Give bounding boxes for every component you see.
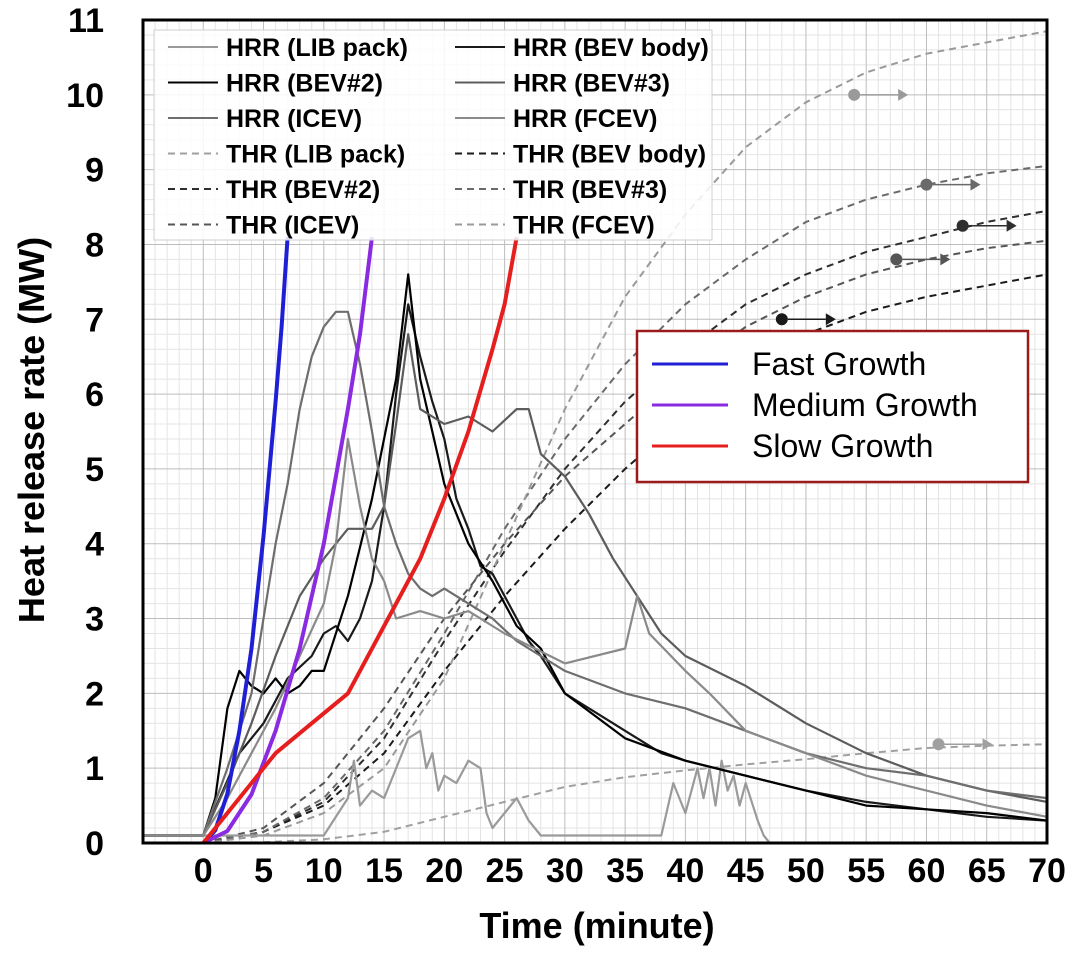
y-tick-label: 6 (85, 376, 104, 414)
x-tick-label: 20 (425, 852, 463, 890)
x-tick-label: 5 (254, 852, 273, 890)
y-tick-label: 3 (85, 601, 104, 639)
y-tick-label: 11 (68, 2, 104, 40)
thr-marker-thr-lib-pack (932, 738, 945, 751)
arrow-head-thr-bev-3 (970, 178, 981, 191)
plot-frame (141, 18, 1049, 845)
legend-label-hrr-icev: HRR (ICEV) (226, 105, 362, 133)
series-legend: HRR (LIB pack) HRR (BEV body) HRR (BEV#2) H… (153, 29, 713, 241)
thr-series-group (143, 30, 1048, 844)
y-tick-label: 1 (85, 750, 104, 788)
x-tick-label: 65 (968, 852, 1006, 890)
legend-label-hrr-bev-2: HRR (BEV#2) (226, 70, 383, 98)
legend-label-thr-lib-pack: THR (LIB pack) (226, 141, 405, 169)
x-axis-label: Time (minute) (479, 905, 714, 946)
arrow-head-thr-bev-2 (1006, 219, 1017, 232)
arrow-head-thr-lib-pack (982, 738, 993, 751)
growth-legend-label-slow-growth: Slow Growth (752, 428, 933, 464)
x-tick-label: 45 (727, 852, 765, 890)
x-tick-label: 30 (546, 852, 584, 890)
arrow-head-thr-fcev (898, 88, 909, 101)
y-axis-label: Heat release rate (MW) (11, 237, 52, 623)
legend-label-thr-fcev: THR (FCEV) (513, 212, 655, 240)
y-tick-label: 5 (85, 451, 104, 489)
legend-box (153, 29, 713, 241)
series-line-thr-icev (143, 239, 1048, 844)
y-tick-label: 0 (85, 825, 104, 863)
series-line-hrr-lib-pack (143, 729, 1047, 845)
series-line-thr-bev-body (143, 273, 1048, 844)
y-tick-label: 7 (85, 301, 104, 339)
legend-label-thr-bev-body: THR (BEV body) (513, 141, 706, 169)
series-line-hrr-icev (143, 310, 1048, 837)
series-line-thr-fcev (143, 30, 1048, 844)
legend-label-hrr-fcev: HRR (FCEV) (513, 105, 657, 133)
legend-label-hrr-bev-3: HRR (BEV#3) (513, 70, 670, 98)
series-line-thr-lib-pack (143, 743, 1048, 844)
legend-label-thr-bev-2: THR (BEV#2) (226, 176, 380, 204)
x-tick-labels: 0 5 10 15 20 25 30 35 40 45 50 55 60 65 70 (194, 852, 1066, 890)
thr-marker-group (775, 88, 1017, 751)
y-tick-label: 10 (66, 77, 104, 115)
y-tick-label: 2 (85, 675, 104, 713)
thr-marker-thr-fcev (848, 88, 861, 101)
x-tick-label: 25 (486, 852, 524, 890)
growth-curve-group (201, 236, 519, 845)
series-line-thr-bev-3 (143, 164, 1048, 844)
growth-legend: Fast Growth Medium Growth Slow Growth (635, 329, 1030, 484)
series-line-thr-bev-2 (143, 209, 1048, 844)
y-tick-label: 8 (85, 226, 104, 264)
x-tick-label: 0 (194, 852, 213, 890)
growth-legend-label-fast-growth: Fast Growth (752, 346, 926, 382)
series-line-hrr-bev-3 (143, 333, 1048, 837)
arrow-head-thr-bev-body (825, 313, 836, 326)
x-tick-label: 70 (1028, 852, 1066, 890)
x-tick-label: 35 (606, 852, 644, 890)
growth-line-slow-growth (201, 236, 519, 845)
legend-label-hrr-bev-body: HRR (BEV body) (513, 34, 709, 62)
y-tick-label: 4 (85, 526, 104, 564)
x-tick-label: 55 (847, 852, 885, 890)
x-tick-label: 60 (908, 852, 946, 890)
x-tick-label: 50 (787, 852, 825, 890)
growth-legend-label-medium-growth: Medium Growth (752, 387, 978, 423)
y-tick-labels: 0 1 2 3 4 5 6 7 8 9 10 11 (66, 2, 104, 863)
thr-marker-thr-icev (890, 253, 903, 266)
legend-label-thr-icev: THR (ICEV) (226, 212, 359, 240)
legend-label-hrr-lib-pack: HRR (LIB pack) (226, 34, 408, 62)
thr-marker-thr-bev-2 (956, 219, 969, 232)
x-tick-label: 15 (365, 852, 403, 890)
growth-line-medium-growth (202, 236, 374, 845)
thr-marker-thr-bev-3 (920, 178, 933, 191)
x-tick-label: 10 (305, 852, 343, 890)
legend-label-thr-bev-3: THR (BEV#3) (513, 176, 667, 204)
thr-marker-thr-bev-body (775, 313, 788, 326)
y-tick-label: 9 (85, 152, 104, 190)
growth-line-fast-growth (201, 236, 290, 845)
x-tick-label: 40 (666, 852, 704, 890)
arrow-head-thr-icev (940, 253, 951, 266)
